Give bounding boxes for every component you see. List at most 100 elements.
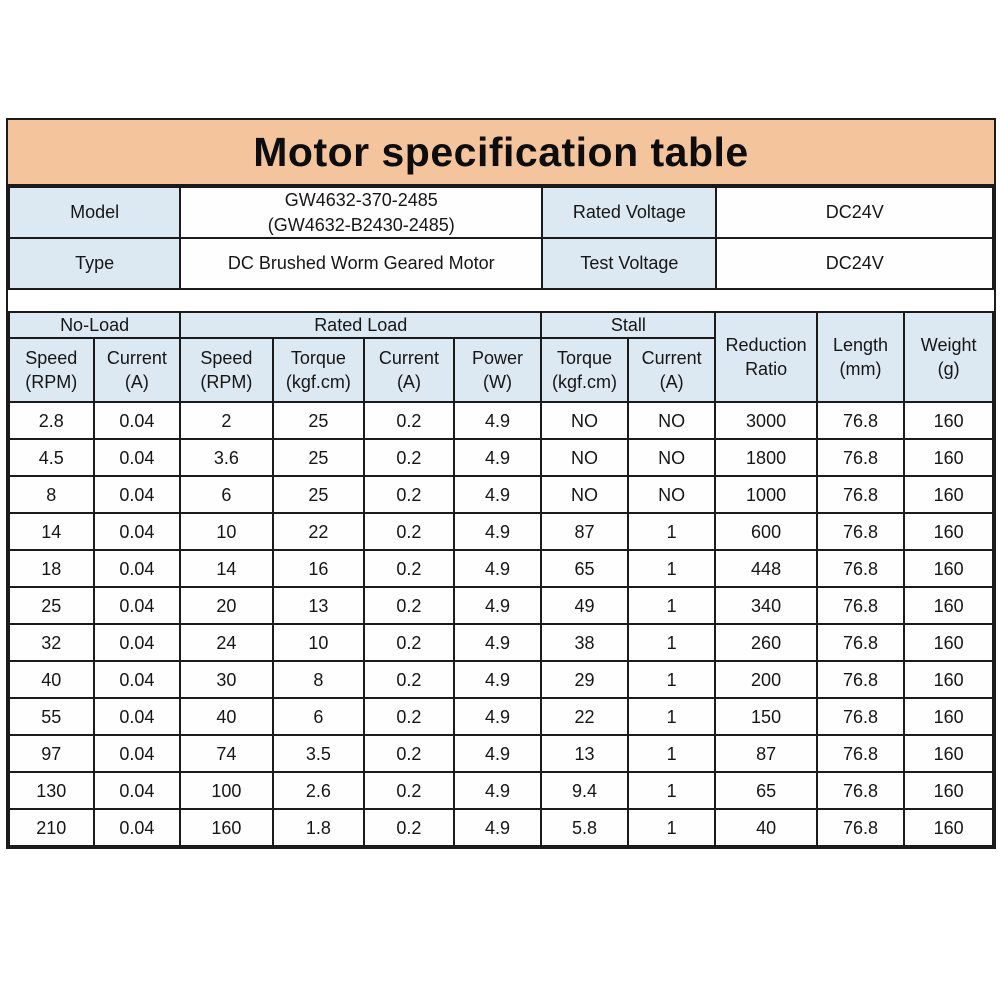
spec-cell-r5c8: 1 xyxy=(626,549,717,589)
group-header-no-load: No-Load xyxy=(7,310,182,340)
spec-cell-r10c1: 97 xyxy=(8,734,95,774)
spec-cell-r9c1: 55 xyxy=(8,697,95,737)
column-header-power-6: Power (W) xyxy=(452,337,543,404)
spec-cell-r6c6: 4.9 xyxy=(452,586,543,626)
spec-cell-r12c9: 40 xyxy=(714,808,818,848)
spec-cell-r10c3: 74 xyxy=(179,734,274,774)
spec-cell-r12c7: 5.8 xyxy=(540,808,629,848)
column-header-length: Length (mm) xyxy=(815,310,906,404)
spec-cell-r8c6: 4.9 xyxy=(452,660,543,700)
spec-cell-r12c2: 0.04 xyxy=(92,808,182,848)
spec-cell-r1c6: 4.9 xyxy=(452,401,543,441)
spec-cell-r9c8: 1 xyxy=(626,697,717,737)
spec-cell-r10c8: 1 xyxy=(626,734,717,774)
spec-cell-r3c11: 160 xyxy=(903,475,994,515)
spec-cell-r3c5: 0.2 xyxy=(363,475,455,515)
spec-cell-r6c9: 340 xyxy=(714,586,818,626)
spec-cell-r9c10: 76.8 xyxy=(815,697,906,737)
spec-cell-r8c11: 160 xyxy=(903,660,994,700)
spec-cell-r11c9: 65 xyxy=(714,771,818,811)
spec-cell-r6c10: 76.8 xyxy=(815,586,906,626)
info-row-model: Model GW4632-370-2485 (GW4632-B2430-2485… xyxy=(7,186,994,239)
spec-cell-r7c3: 24 xyxy=(179,623,274,663)
spec-cell-r1c1: 2.8 xyxy=(8,401,95,441)
spec-cell-r4c3: 10 xyxy=(179,512,274,552)
spec-cell-r1c8: NO xyxy=(626,401,717,441)
spec-cell-r11c6: 4.9 xyxy=(452,771,543,811)
spec-cell-r10c10: 76.8 xyxy=(815,734,906,774)
spec-cell-r7c9: 260 xyxy=(714,623,818,663)
spec-cell-r1c3: 2 xyxy=(179,401,274,441)
spec-cell-r12c5: 0.2 xyxy=(363,808,455,848)
spec-cell-r1c5: 0.2 xyxy=(363,401,455,441)
spec-cell-r5c9: 448 xyxy=(714,549,818,589)
spec-cell-r1c10: 76.8 xyxy=(815,401,906,441)
spec-cell-r5c2: 0.04 xyxy=(92,549,182,589)
spec-row-4: 14 0.04 10 22 0.2 4.9 87 1 600 76.8 160 xyxy=(8,512,994,552)
column-header-current-8: Current (A) xyxy=(626,337,717,404)
spec-cell-r6c4: 13 xyxy=(271,586,366,626)
spec-cell-r3c2: 0.04 xyxy=(92,475,182,515)
spec-cell-r10c4: 3.5 xyxy=(271,734,366,774)
type-value: DC Brushed Worm Geared Motor xyxy=(179,237,544,290)
spec-cell-r9c2: 0.04 xyxy=(92,697,182,737)
model-label: Model xyxy=(7,186,182,239)
spec-cell-r10c6: 4.9 xyxy=(452,734,543,774)
spec-cell-r8c8: 1 xyxy=(626,660,717,700)
column-header-speed-1: Speed (RPM) xyxy=(8,337,95,404)
spec-cell-r8c10: 76.8 xyxy=(815,660,906,700)
spec-cell-r2c4: 25 xyxy=(271,438,366,478)
spec-cell-r10c9: 87 xyxy=(714,734,818,774)
spec-row-5: 18 0.04 14 16 0.2 4.9 65 1 448 76.8 160 xyxy=(8,549,994,589)
spec-row-12: 210 0.04 160 1.8 0.2 4.9 5.8 1 40 76.8 160 xyxy=(8,808,994,848)
spec-cell-r5c1: 18 xyxy=(8,549,95,589)
model-value-line2: (GW4632-B2430-2485) xyxy=(267,214,455,235)
spec-cell-r11c11: 160 xyxy=(903,771,994,811)
column-header-current-5: Current (A) xyxy=(363,337,455,404)
spec-cell-r2c7: NO xyxy=(540,438,629,478)
spec-cell-r11c8: 1 xyxy=(626,771,717,811)
type-label: Type xyxy=(7,237,182,290)
spec-cell-r2c5: 0.2 xyxy=(363,438,455,478)
spec-cell-r11c4: 2.6 xyxy=(271,771,366,811)
spec-cell-r7c7: 38 xyxy=(540,623,629,663)
title-banner: Motor specification table xyxy=(8,120,994,186)
spec-cell-r3c6: 4.9 xyxy=(452,475,543,515)
spec-cell-r5c11: 160 xyxy=(903,549,994,589)
spec-cell-r10c2: 0.04 xyxy=(92,734,182,774)
column-header-speed-3: Speed (RPM) xyxy=(179,337,274,404)
model-value: GW4632-370-2485 (GW4632-B2430-2485) xyxy=(179,186,544,239)
spec-cell-r4c10: 76.8 xyxy=(815,512,906,552)
rated-voltage-value: DC24V xyxy=(715,186,994,239)
spec-cell-r4c9: 600 xyxy=(714,512,818,552)
spec-cell-r10c5: 0.2 xyxy=(363,734,455,774)
spec-cell-r12c6: 4.9 xyxy=(452,808,543,848)
spec-cell-r12c10: 76.8 xyxy=(815,808,906,848)
spec-cell-r6c5: 0.2 xyxy=(363,586,455,626)
spec-cell-r8c5: 0.2 xyxy=(363,660,455,700)
spec-cell-r6c7: 49 xyxy=(540,586,629,626)
spec-cell-r2c3: 3.6 xyxy=(179,438,274,478)
spec-cell-r8c3: 30 xyxy=(179,660,274,700)
spec-cell-r1c9: 3000 xyxy=(714,401,818,441)
spec-cell-r7c10: 76.8 xyxy=(815,623,906,663)
spec-cell-r8c1: 40 xyxy=(8,660,95,700)
spec-cell-r12c11: 160 xyxy=(903,808,994,848)
spec-cell-r10c11: 160 xyxy=(903,734,994,774)
spec-cell-r2c6: 4.9 xyxy=(452,438,543,478)
spec-column-header-row: Speed (RPM) Current (A) Speed (RPM) Torque (kgf… xyxy=(8,337,993,404)
rated-voltage-label: Rated Voltage xyxy=(541,186,718,239)
spec-cell-r10c7: 13 xyxy=(540,734,629,774)
spec-cell-r4c1: 14 xyxy=(8,512,95,552)
spec-row-3: 8 0.04 6 25 0.2 4.9 NO NO 1000 76.8 160 xyxy=(8,475,994,515)
spec-cell-r2c9: 1800 xyxy=(714,438,818,478)
spec-cell-r6c11: 160 xyxy=(903,586,994,626)
spec-cell-r3c1: 8 xyxy=(8,475,95,515)
spec-cell-r9c11: 160 xyxy=(903,697,994,737)
column-header-torque-4: Torque (kgf.cm) xyxy=(271,337,366,404)
spec-row-9: 55 0.04 40 6 0.2 4.9 22 1 150 76.8 160 xyxy=(8,697,994,737)
spec-cell-r2c10: 76.8 xyxy=(815,438,906,478)
spec-cell-r12c4: 1.8 xyxy=(271,808,366,848)
spec-cell-r12c3: 160 xyxy=(179,808,274,848)
